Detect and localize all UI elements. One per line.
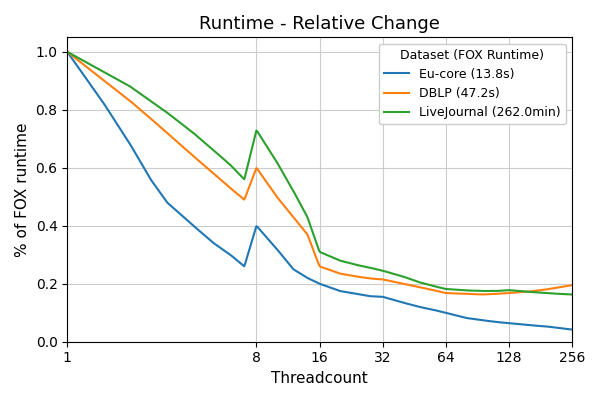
LiveJournal (262.0min) [568, 292, 575, 297]
Eu-core (13.8s) [307, 277, 314, 282]
Eu-core (13.8s) [364, 293, 371, 298]
LiveJournal (262.0min) [477, 289, 484, 294]
DBLP (47.2s) [64, 49, 71, 54]
Eu-core (13.8s) [568, 327, 575, 332]
LiveJournal (262.0min) [304, 214, 311, 219]
LiveJournal (262.0min) [556, 292, 563, 296]
DBLP (47.2s) [337, 271, 344, 276]
DBLP (47.2s) [477, 292, 484, 297]
Line: Eu-core (13.8s): Eu-core (13.8s) [67, 52, 572, 330]
Eu-core (13.8s) [64, 49, 71, 54]
Eu-core (13.8s) [304, 275, 311, 280]
Line: DBLP (47.2s): DBLP (47.2s) [67, 52, 572, 294]
DBLP (47.2s) [304, 231, 311, 236]
Eu-core (13.8s) [477, 318, 484, 322]
Y-axis label: % of FOX runtime: % of FOX runtime [15, 122, 30, 257]
DBLP (47.2s) [479, 292, 487, 297]
LiveJournal (262.0min) [64, 49, 71, 54]
Eu-core (13.8s) [556, 326, 563, 330]
Title: Runtime - Relative Change: Runtime - Relative Change [199, 15, 440, 33]
LiveJournal (262.0min) [364, 265, 371, 269]
DBLP (47.2s) [364, 276, 371, 281]
DBLP (47.2s) [568, 283, 575, 288]
X-axis label: Threadcount: Threadcount [271, 371, 368, 386]
Eu-core (13.8s) [337, 289, 344, 294]
DBLP (47.2s) [557, 285, 564, 290]
Line: LiveJournal (262.0min): LiveJournal (262.0min) [67, 52, 572, 294]
DBLP (47.2s) [307, 239, 314, 243]
Legend: Eu-core (13.8s), DBLP (47.2s), LiveJournal (262.0min): Eu-core (13.8s), DBLP (47.2s), LiveJourn… [379, 44, 566, 124]
LiveJournal (262.0min) [337, 258, 344, 263]
LiveJournal (262.0min) [307, 222, 314, 227]
